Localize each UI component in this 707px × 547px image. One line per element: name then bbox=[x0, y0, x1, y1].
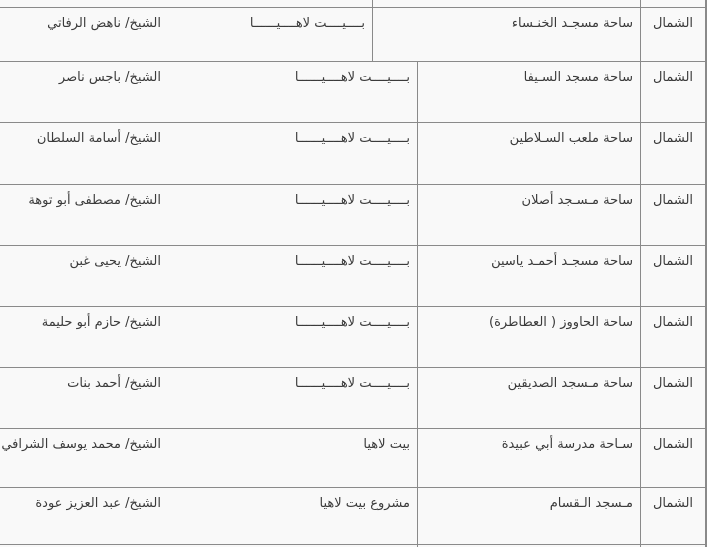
supervisor-cell: الشيخ/ محمد يوسف الشرافي bbox=[1, 437, 161, 452]
area-cell: بــــيــــت لاهــــيــــــا bbox=[168, 307, 418, 367]
supervisor-cell: الشيخ/ عبد العزيز عودة bbox=[35, 496, 161, 511]
table-row: الشمال مـسجد الـقسام مشروع بيت لاهيا الش… bbox=[0, 488, 706, 545]
partial-row-bottom bbox=[0, 545, 706, 547]
area-cell: مشروع بيت لاهيا bbox=[168, 488, 418, 544]
supervisor-cell: الشيخ/ ناهض الرفاتي bbox=[47, 16, 161, 31]
region-cell: الشمال bbox=[641, 368, 706, 428]
region-cell: الشمال bbox=[641, 123, 706, 184]
table-row: الشمال ساحة مسجد السـيفا بــــيــــت لاه… bbox=[0, 62, 706, 123]
location-cell: مـسجد الـقسام bbox=[418, 488, 641, 544]
table-body: الشمال ساحة مسجـد الخنـساء بــــيــــت ل… bbox=[0, 8, 706, 545]
location-cell: ساحة مسجـد الخنـساء bbox=[373, 8, 641, 61]
table-row: الشمال ساحة مـسجد الصديقين بــــيــــت ل… bbox=[0, 368, 706, 429]
area-cell bbox=[168, 545, 418, 547]
region-cell: الشمال bbox=[641, 307, 706, 367]
region-cell: الشمال bbox=[641, 429, 706, 487]
supervisor-cell: الشيخ/ أحمد بنات bbox=[67, 376, 161, 391]
area-cell: بــــيــــت لاهــــيــــــا bbox=[168, 368, 418, 428]
partial-row-top bbox=[0, 0, 706, 8]
supervisor-cell bbox=[0, 0, 168, 7]
supervisor-cell: الشيخ/ يحيى غبن bbox=[69, 254, 161, 269]
location-cell bbox=[418, 545, 641, 547]
region-cell: الشمال bbox=[641, 488, 706, 544]
table-row: الشمال ساحة مـسـجد أصلان بــــيــــت لاه… bbox=[0, 185, 706, 246]
area-cell: بــــيــــت لاهــــيــــــا bbox=[168, 123, 418, 184]
location-cell: ساحة مسجد السـيفا bbox=[418, 62, 641, 122]
table-row: الشمال ساحة مسجـد أحمـد ياسين بــــيــــ… bbox=[0, 246, 706, 307]
table-row: الشمال ساحة ملعب السـلاطين بــــيــــت ل… bbox=[0, 123, 706, 185]
region-cell bbox=[641, 545, 706, 547]
location-cell: ساحة مسجـد أحمـد ياسين bbox=[418, 246, 641, 306]
supervisor-cell: الشيخ/ مصطفى أبو توهة bbox=[28, 193, 161, 208]
supervisor-cell: الشيخ/ باجس ناصر bbox=[58, 70, 161, 85]
table-row: الشمال ساحة الحاووز ( العطاطرة) بــــيــ… bbox=[0, 307, 706, 368]
area-cell: بــــيــــت لاهــــيــــــا bbox=[168, 62, 418, 122]
region-cell: الشمال bbox=[641, 62, 706, 122]
table-row: الشمال ساحة مسجـد الخنـساء بــــيــــت ل… bbox=[0, 8, 706, 62]
area-cell: بــــيــــت لاهــــيــــــا bbox=[168, 246, 418, 306]
supervisor-cell: الشيخ/ أسامة السلطان bbox=[36, 131, 161, 146]
location-cell: سـاحة مدرسة أبي عبيدة bbox=[418, 429, 641, 487]
area-cell: بــــيــــت لاهــــيــــــا bbox=[168, 8, 373, 61]
location-cell: ساحة مـسـجد أصلان bbox=[418, 185, 641, 245]
region-cell bbox=[641, 0, 706, 7]
region-cell: الشمال bbox=[641, 185, 706, 245]
area-cell bbox=[168, 0, 373, 7]
location-cell: ساحة مـسجد الصديقين bbox=[418, 368, 641, 428]
location-cell: ساحة الحاووز ( العطاطرة) bbox=[418, 307, 641, 367]
table-row: الشمال سـاحة مدرسة أبي عبيدة بيت لاهيا ا… bbox=[0, 429, 706, 488]
supervisor-cell: الشيخ/ حازم أبو حليمة bbox=[41, 315, 161, 330]
area-cell: بيت لاهيا bbox=[168, 429, 418, 487]
region-cell: الشمال bbox=[641, 246, 706, 306]
area-cell: بــــيــــت لاهــــيــــــا bbox=[168, 185, 418, 245]
region-cell: الشمال bbox=[641, 8, 706, 61]
location-cell bbox=[373, 0, 641, 7]
location-cell: ساحة ملعب السـلاطين bbox=[418, 123, 641, 184]
